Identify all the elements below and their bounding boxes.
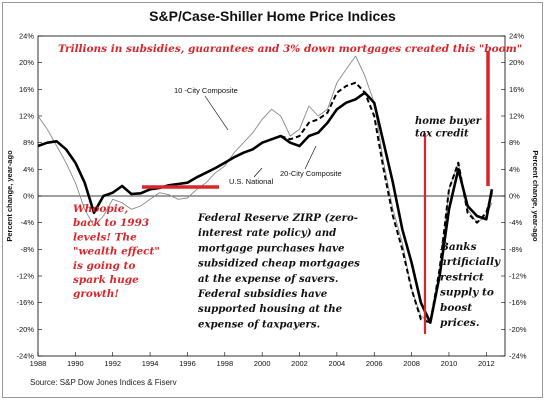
annotation-whoopie-line: back to 1993	[73, 217, 149, 229]
leader-20-city	[304, 145, 317, 170]
y-tick-label-left: 12%	[19, 112, 34, 121]
annotation-banks-line: boost	[440, 302, 472, 314]
annotation-banks-line: Banks	[439, 241, 477, 253]
x-tick-label: 2012	[478, 359, 495, 368]
label-20-city: 20-City Composite	[280, 169, 342, 178]
annotation-fed-line: Federal Reserve ZIRP (zero-	[197, 212, 358, 224]
x-tick-label: 1998	[216, 359, 233, 368]
annotation-fed-line: subsidized cheap mortgages	[198, 258, 360, 270]
annotation-banks-line: supply to	[440, 287, 494, 299]
y-tick-label-left: -12%	[16, 272, 34, 281]
annotation-top: Trillions in subsidies, guarantees and 3…	[58, 43, 522, 55]
x-tick-label: 2004	[329, 359, 346, 368]
y-tick-label-left: -20%	[16, 325, 34, 334]
x-tick-label: 1988	[30, 359, 47, 368]
annotation-fed-line: supported housing at the	[198, 303, 343, 315]
y-axis-title-right: Percent change, year-ago	[531, 150, 540, 242]
x-tick-label: 1996	[179, 359, 196, 368]
label-us-national: U.S. National	[229, 177, 274, 186]
annotation-fed-line: Federal subsidies have	[197, 288, 328, 300]
x-tick-label: 2006	[366, 359, 383, 368]
annotation-whoopie-line: Whoopie,	[73, 203, 128, 215]
y-tick-label-left: 24%	[19, 32, 34, 41]
y-tick-label-left: 4%	[23, 165, 34, 174]
x-tick-label: 2000	[254, 359, 271, 368]
annotation-whoopie-line: levels! The	[73, 231, 137, 243]
x-tick-label: 2008	[403, 359, 420, 368]
y-tick-label-right: -8%	[509, 245, 523, 254]
y-tick-label-right: -16%	[509, 298, 527, 307]
x-tick-label: 2002	[291, 359, 308, 368]
leader-us-national	[253, 167, 263, 178]
x-tick-label: 1992	[104, 359, 121, 368]
y-tick-label-right: -20%	[509, 325, 527, 334]
y-tick-label-left: 0%	[23, 192, 34, 201]
y-tick-label-left: -16%	[16, 298, 34, 307]
y-tick-label-left: -4%	[21, 218, 35, 227]
annotation-fed-line: expense of taxpayers.	[198, 318, 320, 330]
leader-10-city	[204, 95, 229, 131]
series-us-national-line	[37, 91, 494, 325]
annotation-fed-line: at the expense of savers.	[198, 273, 338, 285]
chart-source: Source: S&P Dow Jones Indices & Fiserv	[30, 378, 177, 387]
y-tick-label-right: 16%	[509, 85, 524, 94]
y-tick-label-right: 24%	[509, 32, 524, 41]
annotation-banks-line: restrict	[440, 271, 484, 283]
x-tick-label: 1994	[142, 359, 159, 368]
y-tick-label-right: 20%	[509, 58, 524, 67]
annotation-taxcredit-line: tax credit	[415, 129, 469, 140]
annotation-taxcredit-line: home buyer	[415, 116, 482, 127]
y-tick-label-right: 12%	[509, 112, 524, 121]
y-tick-label-right: 4%	[509, 165, 520, 174]
y-tick-label-right: 0%	[509, 192, 520, 201]
annotation-whoopie-line: "wealth effect"	[73, 246, 160, 258]
y-tick-label-right: 8%	[509, 138, 520, 147]
annotation-banks-line: artificially	[440, 256, 501, 268]
y-tick-label-left: -24%	[16, 352, 34, 361]
annotation-fed-line: interest rate policy) and	[198, 227, 336, 239]
annotation-banks-line: prices.	[440, 317, 480, 329]
y-tick-label-left: 16%	[19, 85, 34, 94]
x-tick-label: 2010	[441, 359, 458, 368]
y-tick-label-right: -12%	[509, 272, 527, 281]
label-10-city: 10 -City Composite	[174, 86, 238, 95]
y-tick-label-left: 20%	[19, 58, 34, 67]
y-tick-label-left: -8%	[21, 245, 35, 254]
y-tick-label-right: -24%	[509, 352, 527, 361]
annotation-fed-line: mortgage purchases have	[198, 242, 345, 254]
y-tick-label-left: 8%	[23, 138, 34, 147]
annotation-whoopie-line: is going to	[73, 260, 135, 272]
y-tick-label-right: -4%	[509, 218, 523, 227]
y-axis-title-left: Percent change, year-ago	[5, 150, 14, 242]
x-tick-label: 1990	[67, 359, 84, 368]
annotation-whoopie-line: spark huge	[73, 274, 139, 286]
chart-title: S&P/Case-Shiller Home Price Indices	[149, 8, 396, 24]
annotation-whoopie-line: growth!	[73, 288, 119, 300]
